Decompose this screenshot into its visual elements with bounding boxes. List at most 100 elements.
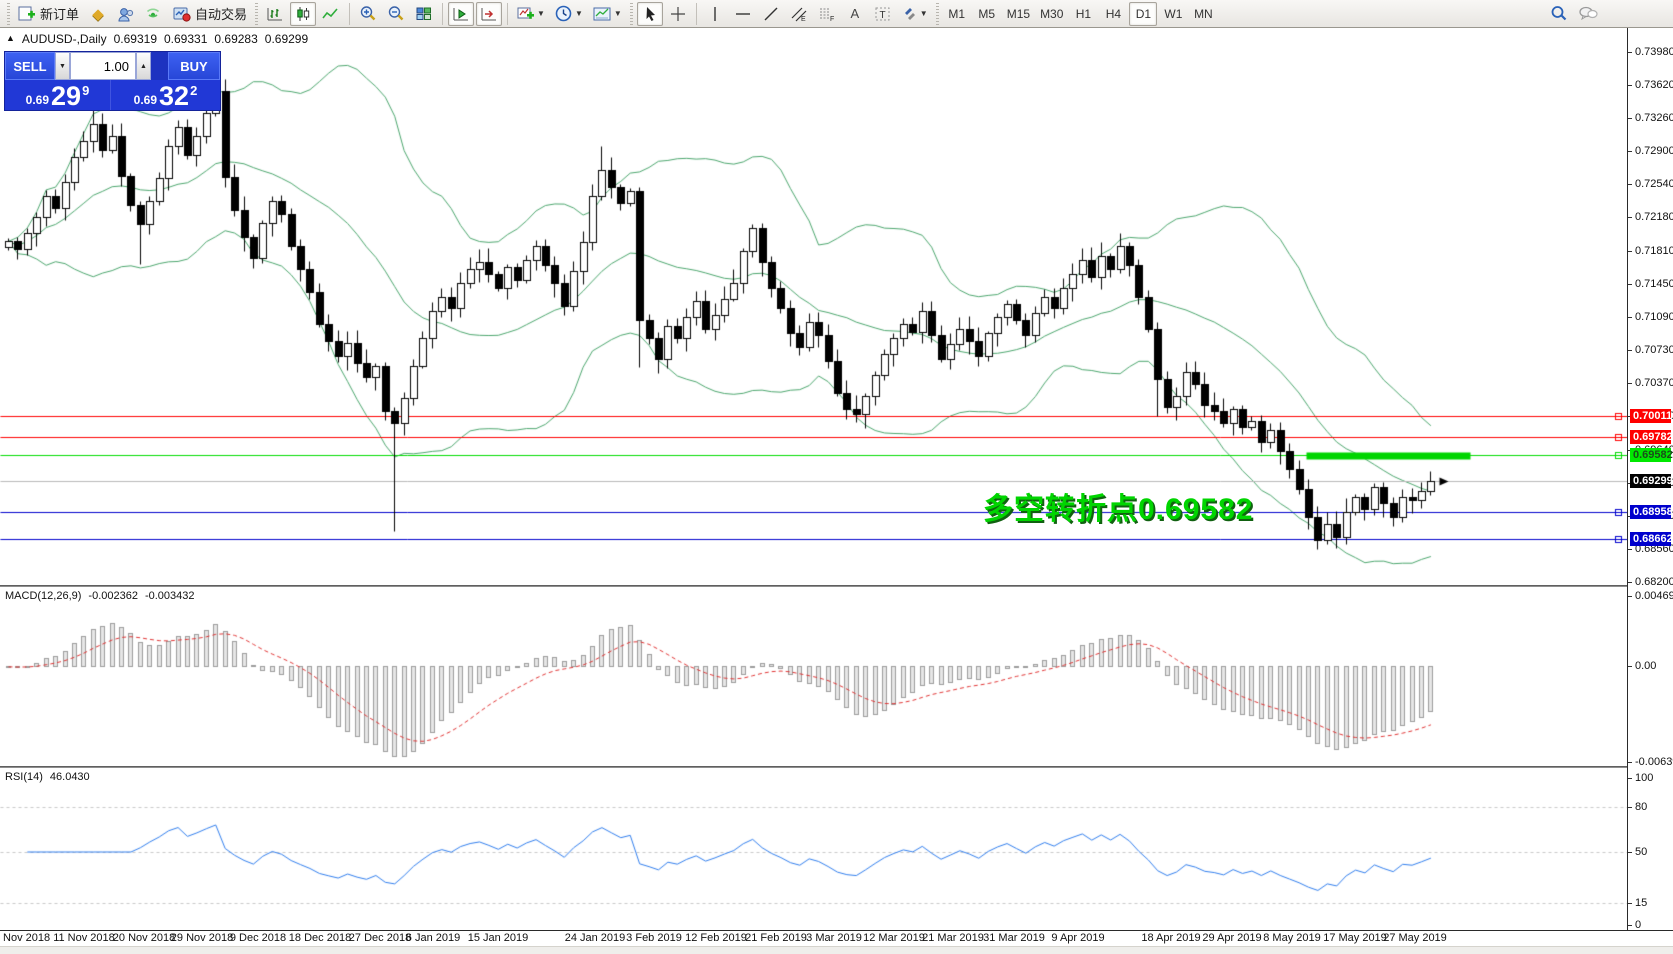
timeframe-h4-button[interactable]: H4 — [1105, 6, 1122, 21]
ohlc-high: 0.69331 — [164, 32, 208, 46]
new-order-label: 新订单 — [40, 7, 80, 22]
pane-separator[interactable] — [0, 766, 1673, 768]
price-tick-label: 0.72900 — [1635, 145, 1673, 157]
vertical-line-button[interactable] — [702, 2, 728, 26]
autotrading-label: 自动交易 — [195, 7, 248, 22]
search-button[interactable] — [1546, 2, 1572, 26]
indicators-button[interactable]: ▼ — [513, 2, 549, 26]
auto-scroll-icon — [453, 7, 469, 20]
tile-windows-button[interactable] — [411, 2, 437, 26]
buy-button[interactable]: BUY — [168, 52, 220, 80]
community-button[interactable] — [113, 2, 139, 26]
volume-decrease-button[interactable]: ▼ — [55, 52, 70, 80]
sell-button[interactable]: SELL — [5, 52, 55, 80]
auto-scroll-button[interactable] — [448, 1, 475, 26]
timeframe-m15-button[interactable]: M15 — [1006, 6, 1031, 21]
scale-tick-dash — [1628, 184, 1632, 185]
templates-button[interactable]: ▼ — [589, 2, 626, 26]
toolbar-grip[interactable] — [934, 2, 940, 25]
date-tick-label: 17 May 2019 — [1323, 932, 1387, 944]
equidistant-channel-button[interactable]: E — [786, 2, 812, 26]
timeframe-mn-button[interactable]: MN — [1194, 6, 1213, 21]
autotrading-button[interactable]: 自动交易 — [169, 2, 251, 26]
timeframe-h1-button[interactable]: H1 — [1075, 6, 1092, 21]
timeframe-m30-button[interactable]: M30 — [1040, 6, 1064, 21]
date-tick-label: 27 May 2019 — [1383, 932, 1447, 944]
text-button[interactable]: A — [842, 2, 868, 26]
scale-tick-dash — [1628, 52, 1632, 53]
scale-tick-dash — [1628, 251, 1632, 252]
timeframe-m5-button[interactable]: M5 — [978, 6, 996, 21]
rsi-name: RSI(14) — [5, 771, 43, 783]
chat-icon — [1579, 6, 1598, 21]
date-tick-label: 29 Apr 2019 — [1202, 932, 1262, 944]
chat-button[interactable] — [1574, 2, 1602, 26]
scale-tick-dash — [1628, 350, 1632, 351]
toolbar-grip[interactable] — [6, 2, 11, 25]
ohlc-open: 0.69319 — [113, 32, 157, 46]
toolbar-grip[interactable] — [628, 2, 634, 25]
new-order-icon — [18, 6, 35, 20]
pane-separator — [0, 930, 1673, 931]
cursor-button[interactable] — [636, 1, 663, 26]
rsi-pane-canvas[interactable] — [0, 768, 1627, 930]
price-tick-label: 0.68200 — [1635, 576, 1673, 588]
periods-button[interactable]: ▼ — [551, 2, 587, 26]
quotes-button[interactable]: ◆ — [85, 2, 111, 26]
line-chart-button[interactable] — [318, 2, 344, 26]
crosshair-button[interactable] — [665, 2, 691, 26]
volume-input[interactable] — [71, 53, 135, 79]
rsi-tick-label: 100 — [1635, 772, 1654, 784]
fibonacci-button[interactable]: F — [814, 2, 840, 26]
timeframe-w1-button[interactable]: W1 — [1164, 6, 1183, 21]
horizontal-line-button[interactable] — [730, 2, 756, 26]
sell-price-big: 29 — [51, 81, 82, 111]
timeframe-m1-button[interactable]: M1 — [948, 6, 966, 21]
price-tick-label: 0.71810 — [1635, 245, 1673, 257]
gold-diamond-icon: ◆ — [92, 5, 104, 23]
bid-price-badge: 0.69299 — [1630, 474, 1673, 488]
chart-shift-button[interactable] — [476, 1, 503, 26]
toolbar-grip[interactable] — [254, 2, 260, 25]
buy-price[interactable]: 0.69 32 2 — [111, 80, 220, 110]
volume-increase-button[interactable]: ▲ — [136, 52, 151, 80]
hline-price-badge: 0.68958 — [1630, 505, 1673, 519]
sell-price[interactable]: 0.69 29 9 — [5, 80, 111, 110]
candlestick-chart-button[interactable] — [290, 1, 317, 26]
macd-pane-canvas[interactable] — [0, 587, 1627, 766]
chevron-down-icon: ▼ — [919, 9, 928, 18]
price-tick-label: 0.70370 — [1635, 377, 1673, 389]
date-tick-label: 3 Mar 2019 — [806, 932, 862, 944]
horizontal-line-icon — [735, 12, 750, 15]
bar-chart-button[interactable] — [262, 2, 288, 26]
scale-tick-dash — [1628, 85, 1632, 86]
pane-separator[interactable] — [0, 585, 1673, 587]
date-tick-label: 9 Dec 2018 — [229, 932, 287, 944]
svg-text:T: T — [879, 10, 885, 21]
macd-value-signal: -0.003432 — [144, 590, 195, 602]
main-chart-canvas[interactable] — [0, 28, 1627, 585]
scale-tick-dash — [1628, 778, 1632, 779]
zoom-out-button[interactable] — [383, 2, 409, 26]
trendline-button[interactable] — [758, 2, 784, 26]
text-label-button[interactable]: T — [870, 2, 896, 26]
zoom-in-button[interactable] — [355, 2, 381, 26]
price-scale[interactable]: 0.73980 0.73620 0.73260 0.72900 0.72540 0.721… — [1627, 28, 1673, 931]
buy-price-prefix: 0.69 — [133, 93, 158, 107]
autotrading-icon — [173, 7, 191, 22]
rsi-tick-label: 0 — [1635, 919, 1642, 931]
timeframe-d1-button[interactable]: D1 — [1129, 1, 1158, 26]
toolbar: 新订单 ◆ 自动交易 — [0, 0, 1673, 28]
community-icon — [118, 7, 134, 21]
chevron-down-icon: ▼ — [613, 9, 622, 18]
hline-price-badge: 0.69582 — [1630, 448, 1673, 462]
symbol-period-label: AUDUSD-,Daily — [21, 32, 107, 46]
new-order-button[interactable]: 新订单 — [14, 2, 83, 26]
collapse-panel-icon[interactable]: ▲ — [6, 33, 15, 43]
crosshair-icon — [670, 6, 685, 21]
macd-tick-label: -0.00639 — [1635, 756, 1673, 768]
signals-button[interactable] — [141, 2, 167, 26]
vertical-line-icon — [714, 6, 716, 21]
arrows-button[interactable]: ▼ — [898, 2, 932, 26]
